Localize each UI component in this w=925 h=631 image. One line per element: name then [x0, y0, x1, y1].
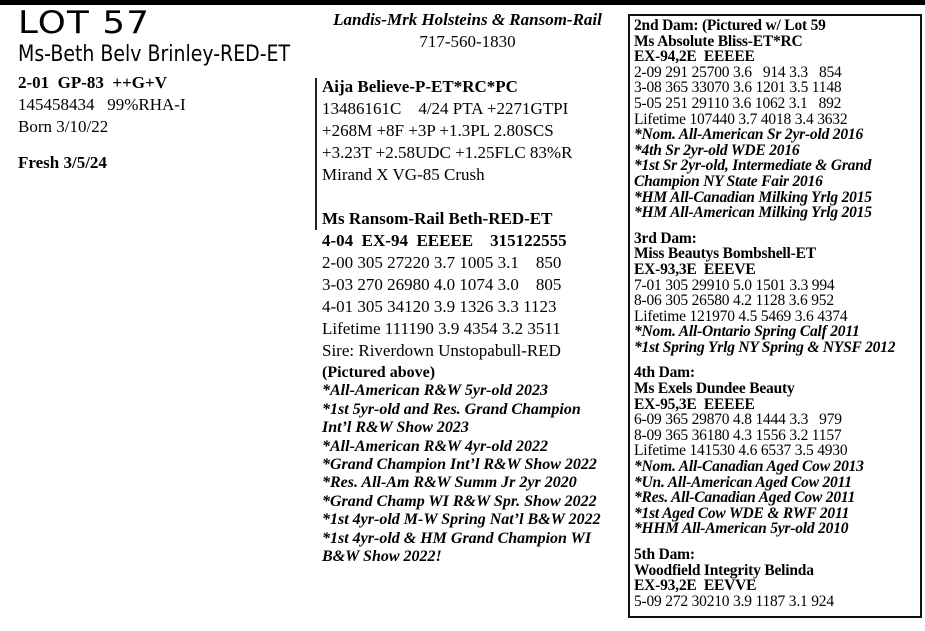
sire-name: Aija Believe-P-ET*RC*PC: [322, 77, 518, 96]
award-line: *4th Sr 2yr-old WDE 2016: [634, 141, 800, 159]
consignor: Landis-Mrk Holsteins & Ransom-Rail 717-5…: [310, 9, 625, 53]
dam-record: 4-01 305 34120 3.9 1326 3.3 1123: [322, 297, 557, 316]
lot-number: LOT 57: [18, 5, 151, 41]
dam-record: 6-09 365 29870 4.8 1444 3.3 979: [634, 411, 842, 429]
award-line: Int’l R&W Show 2023: [322, 419, 469, 437]
maternal-pedigree-box: 2nd Dam: (Pictured w/ Lot 59 Ms Absolute …: [628, 14, 922, 618]
dam-section: 4th Dam: Ms Exels Dundee Beauty EX-95,3E E…: [634, 365, 895, 537]
fresh-date: Fresh 3/5/24: [18, 153, 107, 172]
dam-record: Lifetime 121970 4.5 5469 3.6 4374: [634, 307, 848, 325]
dam-record: 8-09 365 36180 4.3 1556 3.2 1157: [634, 426, 842, 444]
award-line: *1st 4yr-old M-W Spring Nat’l B&W 2022: [322, 511, 601, 529]
award-line: *Nom. All-Canadian Aged Cow 2013: [634, 458, 864, 476]
dam-section: 2nd Dam: (Pictured w/ Lot 59 Ms Absolute …: [634, 18, 895, 221]
sire-line: +268M +8F +3P +1.3PL 2.80SCS: [322, 121, 554, 140]
consignor-phone: 717-560-1830: [419, 32, 516, 51]
animal-name: Ms-Beth Belv Brinley-RED-ET: [18, 42, 291, 67]
dam-classification: 4-04 EX-94 EEEEE 315122555: [322, 231, 567, 250]
dam-heading: 5th Dam:: [634, 546, 695, 563]
dam-record: 2-09 291 25700 3.6 914 3.3 854: [634, 63, 842, 81]
dam-classification: EX-93,3E EEEVE: [634, 260, 756, 278]
dam-name: Woodfield Integrity Belinda: [634, 561, 814, 579]
award-line: *Grand Champion Int’l R&W Show 2022: [322, 456, 597, 474]
award-line: Champion NY State Fair 2016: [634, 172, 823, 190]
dam-record: 5-09 272 30210 3.9 1187 3.1 924: [634, 592, 834, 610]
registration: 145458434 99%RHA-I: [18, 95, 186, 114]
dam-section: 3rd Dam: Miss Beautys Bombshell-ET EX-93,3…: [634, 231, 895, 356]
dam-heading: 4th Dam:: [634, 364, 695, 382]
award-line: *All-American R&W 4yr-old 2022: [322, 437, 548, 455]
sire-line: 13486161C 4/24 PTA +2271GTPI: [322, 99, 569, 118]
award-line: *1st Sr 2yr-old, Intermediate & Grand: [634, 157, 872, 175]
birth-date: Born 3/10/22: [18, 117, 109, 136]
award-line: *HM All-Canadian Milking Yrlg 2015: [634, 188, 872, 206]
animal-info: 2-01 GP-83 ++G+V 145458434 99%RHA-I Born…: [18, 72, 186, 174]
award-line: *Res. All-Am R&W Summ Jr 2yr 2020: [322, 474, 577, 492]
dam-classification: EX-94,2E EEEEE: [634, 48, 755, 66]
dam-record: 7-01 305 29910 5.0 1501 3.3 994: [634, 276, 835, 294]
divider: [315, 78, 317, 230]
consignor-name: Landis-Mrk Holsteins & Ransom-Rail: [333, 10, 602, 29]
dam-record: Lifetime 111190 3.9 4354 3.2 3511: [322, 319, 561, 338]
award-line: *Nom. All-American Sr 2yr-old 2016: [634, 126, 864, 144]
award-line: *Res. All-Canadian Aged Cow 2011: [634, 489, 856, 507]
classification: 2-01 GP-83 ++G+V: [18, 73, 167, 92]
dam-name: Ms Absolute Bliss-ET*RC: [634, 32, 803, 50]
award-line: *All-American R&W 5yr-old 2023: [322, 382, 548, 400]
dam-record: Lifetime 107440 3.7 4018 3.4 3632: [634, 110, 848, 128]
dam-classification: EX-93,2E EEVVE: [634, 577, 757, 595]
dam-heading: 2nd Dam: (Pictured w/ Lot 59: [634, 17, 826, 34]
dam-classification: EX-95,3E EEEEE: [634, 395, 755, 413]
award-line: B&W Show 2022!: [322, 548, 442, 566]
pictured-note: (Pictured above): [322, 364, 436, 381]
dam-record: 3-08 365 33070 3.6 1201 3.5 1148: [634, 79, 842, 97]
dam-name: Ms Ransom-Rail Beth-RED-ET: [322, 209, 553, 228]
dam-record: 5-05 251 29110 3.6 1062 3.1 892: [634, 94, 842, 112]
dam-record: 2-00 305 27220 3.7 1005 3.1 850: [322, 253, 562, 272]
award-line: *1st Spring Yrlg NY Spring & NYSF 2012: [634, 338, 896, 356]
dam-name: Miss Beautys Bombshell-ET: [634, 245, 816, 263]
sire-line: Mirand X VG-85 Crush: [322, 165, 485, 184]
award-line: *1st 5yr-old and Res. Grand Champion: [322, 400, 581, 418]
award-line: *HM All-American Milking Yrlg 2015: [634, 204, 872, 222]
dam-awards: (Pictured above) *All-American R&W 5yr-o…: [322, 364, 601, 566]
award-line: *Grand Champ WI R&W Spr. Show 2022: [322, 492, 597, 510]
dam-record: 8-06 305 26580 4.2 1128 3.6 952: [634, 292, 834, 310]
pedigree-sire-dam: Aija Believe-P-ET*RC*PC 13486161C 4/24 P…: [322, 76, 572, 362]
award-line: *HHM All-American 5yr-old 2010: [634, 520, 849, 538]
dam-section: 5th Dam: Woodfield Integrity Belinda EX-93…: [634, 547, 895, 609]
dam-name: Ms Exels Dundee Beauty: [634, 380, 795, 398]
dam-sire: Sire: Riverdown Unstopabull-RED: [322, 341, 561, 360]
award-line: *Nom. All-Ontario Spring Calf 2011: [634, 323, 860, 341]
dam-record: Lifetime 141530 4.6 6537 3.5 4930: [634, 442, 848, 460]
sire-line: +3.23T +2.58UDC +1.25FLC 83%R: [322, 143, 573, 162]
dam-heading: 3rd Dam:: [634, 229, 697, 247]
award-line: *1st 4yr-old & HM Grand Champion WI: [322, 529, 592, 547]
award-line: *1st Aged Cow WDE & RWF 2011: [634, 504, 850, 522]
dam-record: 3-03 270 26980 4.0 1074 3.0 805: [322, 275, 562, 294]
award-line: *Un. All-American Aged Cow 2011: [634, 473, 852, 491]
top-rule: [0, 0, 925, 5]
